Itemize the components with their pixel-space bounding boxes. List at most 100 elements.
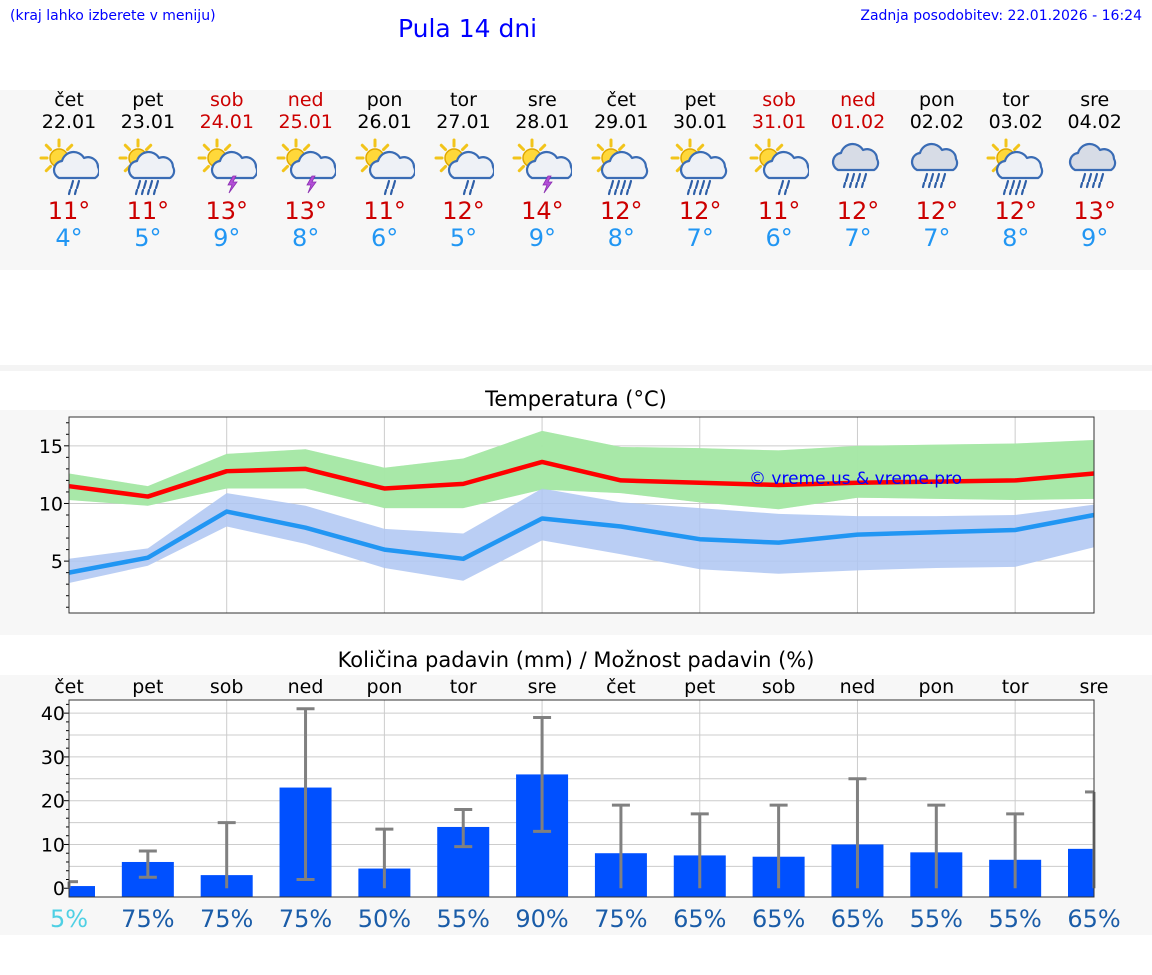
day-column: čet 22.01 11° 4° xyxy=(24,89,114,252)
min-temperature: 8° xyxy=(292,224,320,252)
day-name: pet xyxy=(132,89,164,111)
min-temperature-band xyxy=(69,488,1094,584)
day-name: sob xyxy=(762,89,796,111)
day-name: sre xyxy=(527,89,557,111)
sun-cloud-thunder-icon xyxy=(512,138,573,194)
sun-cloud-rain-icon xyxy=(749,138,810,196)
day-date: 22.01 xyxy=(41,111,97,133)
precipitation-probability: 65% xyxy=(752,905,805,933)
day-column: pon 02.02 12° 7° xyxy=(892,89,982,252)
precipitation-error-bar xyxy=(217,821,236,889)
temperature-chart-title: Temperatura (°C) xyxy=(485,387,667,411)
day-date: 01.02 xyxy=(830,111,886,133)
day-name: ned xyxy=(287,89,324,111)
precipitation-error-bar xyxy=(296,707,315,881)
sun-cloud-heavy-rain-icon xyxy=(118,138,176,196)
precipitation-bar xyxy=(69,886,95,897)
cloud-heavy-rain-icon xyxy=(910,142,959,189)
day-label: ned xyxy=(288,676,324,698)
day-name: pon xyxy=(919,89,955,111)
min-temperature: 9° xyxy=(1081,224,1109,252)
min-temperature: 5° xyxy=(449,224,478,252)
day-label: pet xyxy=(132,676,163,698)
day-date: 28.01 xyxy=(515,111,570,133)
max-temperature: 13° xyxy=(205,197,249,225)
max-temperature: 11° xyxy=(757,197,801,225)
day-date: 03.02 xyxy=(988,111,1043,133)
max-temperature: 13° xyxy=(1073,197,1116,225)
day-label: sre xyxy=(528,676,557,698)
min-temperature: 8° xyxy=(607,224,635,252)
day-name: čet xyxy=(54,89,84,111)
day-label: sob xyxy=(762,676,796,698)
precipitation-plot-frame xyxy=(68,699,1095,898)
max-temperature: 12° xyxy=(678,197,722,225)
min-temperature: 8° xyxy=(1002,224,1030,252)
precipitation-probability: 90% xyxy=(515,905,568,933)
precipitation-error-bar xyxy=(690,812,709,889)
sun-cloud-heavy-rain-icon xyxy=(670,138,728,196)
day-column: sob 31.01 11° 6° xyxy=(734,89,824,252)
day-date: 31.01 xyxy=(751,111,807,133)
precipitation-probability: 55% xyxy=(988,905,1041,933)
precipitation-error-bar xyxy=(454,807,473,849)
day-column: pet 30.01 12° 7° xyxy=(655,89,745,252)
precipitation-probability: 65% xyxy=(1067,905,1120,933)
y-tick-label: 10 xyxy=(41,834,65,856)
day-name: pon xyxy=(366,89,403,111)
max-temperature: 14° xyxy=(521,197,564,225)
day-name: čet xyxy=(606,89,637,111)
section-divider xyxy=(0,365,1152,371)
precipitation-probability: 75% xyxy=(279,905,332,933)
y-tick-label: 15 xyxy=(39,436,63,458)
y-tick-label: 5 xyxy=(51,551,63,573)
max-temperature-line xyxy=(68,459,1095,499)
sun-cloud-rain-icon xyxy=(434,138,494,196)
precipitation-error-bar xyxy=(138,849,157,879)
precipitation-probability: 55% xyxy=(910,905,963,933)
precipitation-probability: 65% xyxy=(831,905,884,933)
day-name: tor xyxy=(1002,89,1030,111)
day-label: pet xyxy=(684,676,715,698)
day-name: ned xyxy=(840,89,876,111)
day-column: sre 04.02 13° 9° xyxy=(1050,89,1140,252)
min-temperature: 9° xyxy=(528,224,557,252)
day-label: pon xyxy=(367,676,403,698)
max-temperature: 11° xyxy=(363,197,406,225)
day-label: sre xyxy=(1080,676,1109,698)
day-column: pet 23.01 11° 5° xyxy=(103,89,193,252)
precipitation-error-bar xyxy=(611,803,630,889)
precipitation-error-bar xyxy=(927,803,946,889)
day-column: čet 29.01 12° 8° xyxy=(576,89,666,252)
day-label: čet xyxy=(606,676,636,698)
cloud-heavy-rain-icon xyxy=(1068,142,1116,189)
sun-cloud-rain-icon xyxy=(39,138,99,196)
precipitation-chart-title: Količina padavin (mm) / Možnost padavin … xyxy=(337,648,815,672)
precipitation-probability: 55% xyxy=(437,905,490,933)
sun-cloud-heavy-rain-icon xyxy=(986,138,1043,196)
y-tick-label: 0 xyxy=(53,878,65,900)
day-date: 23.01 xyxy=(120,111,176,133)
day-date: 25.01 xyxy=(278,111,333,133)
precipitation-error-bar xyxy=(769,803,788,889)
precipitation-probability: 75% xyxy=(200,905,253,933)
day-date: 24.01 xyxy=(199,111,254,133)
day-label: pon xyxy=(918,676,954,698)
sun-cloud-thunder-icon xyxy=(276,138,336,194)
y-tick-label: 20 xyxy=(41,791,65,813)
day-label: ned xyxy=(840,676,876,698)
day-name: tor xyxy=(450,89,477,111)
day-column: tor 27.01 12° 5° xyxy=(419,89,509,252)
day-column: pon 26.01 11° 6° xyxy=(340,89,430,252)
location-hint: (kraj lahko izberete v meniju) xyxy=(10,8,216,24)
min-temperature: 7° xyxy=(844,224,872,252)
precipitation-error-bar xyxy=(848,777,867,889)
day-column: ned 25.01 13° 8° xyxy=(261,89,351,252)
min-temperature: 7° xyxy=(923,224,951,252)
precipitation-error-bar xyxy=(375,827,394,889)
day-column: ned 01.02 12° 7° xyxy=(813,89,903,252)
max-temperature: 12° xyxy=(600,197,643,225)
day-column: sre 28.01 14° 9° xyxy=(497,89,587,252)
